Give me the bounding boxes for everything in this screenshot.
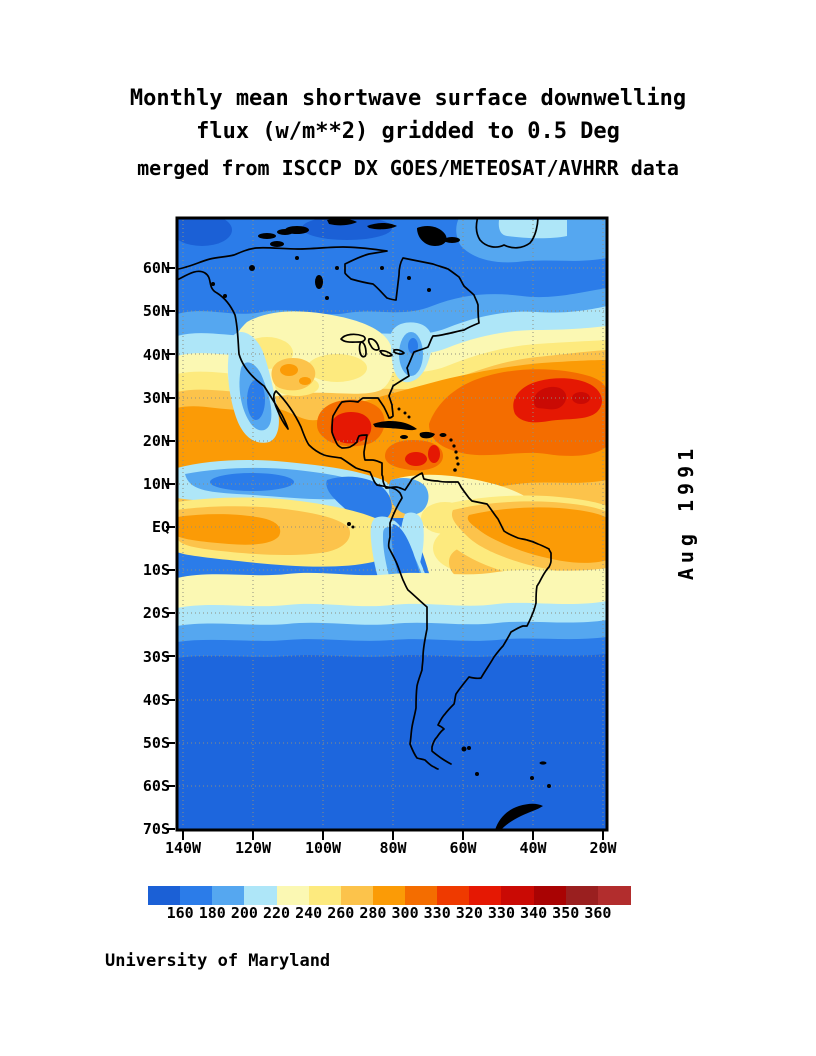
credit-label: University of Maryland <box>105 951 331 971</box>
colorbar-cell <box>597 886 631 905</box>
colorbar-cell <box>244 886 278 905</box>
lon-tick-label: 100W <box>304 839 342 857</box>
coastlines <box>177 218 552 770</box>
map-plot <box>166 216 609 840</box>
colorbar-cell <box>148 886 181 905</box>
colorbar-tick-label: 320 <box>455 904 483 922</box>
lat-tick-label: 60S <box>142 777 170 795</box>
graticule <box>179 220 605 828</box>
colorbar-tick-label: 160 <box>166 904 194 922</box>
lon-tick-label: 20W <box>589 839 617 857</box>
map-art <box>177 218 607 830</box>
lon-ticks <box>182 831 604 840</box>
lat-tick-label: 70S <box>142 820 170 839</box>
lat-tick-label: 30N <box>142 388 170 407</box>
colorbar-cell <box>469 886 503 905</box>
lat-tick-label: 10N <box>142 474 170 493</box>
lon-tick-label: 40W <box>519 839 547 857</box>
colorbar-tick-label: 360 <box>584 904 612 922</box>
lat-tick-label: 50N <box>142 302 170 321</box>
colorbar-tick-label: 280 <box>359 904 387 922</box>
colorbar-tick-label: 350 <box>552 904 580 922</box>
lon-tick-label: 80W <box>379 839 407 857</box>
colorbar-cell <box>212 886 246 905</box>
colorbar-cell <box>533 886 567 905</box>
colorbar-tick-label: 240 <box>295 904 323 922</box>
lat-tick-label: 40S <box>142 690 170 709</box>
colorbar-tick-label: 220 <box>262 904 291 922</box>
colorbar-cell <box>501 886 535 905</box>
date-label: Aug 1991 <box>674 443 698 581</box>
lon-tick-label: 60W <box>449 839 477 857</box>
lat-tick-label: 50S <box>142 733 170 752</box>
title-line-3: merged from ISCCP DX GOES/METEOSAT/AVHRR… <box>137 156 679 180</box>
colorbar-cell <box>340 886 374 905</box>
title-line-1: Monthly mean shortwave surface downwelli… <box>129 86 687 111</box>
colorbar <box>148 886 631 905</box>
colorbar-tick-label: 340 <box>520 904 548 922</box>
title-line-2: flux (w/m**2) gridded to 0.5 Deg <box>196 119 620 144</box>
colorbar-cell <box>276 886 310 905</box>
lon-tick-label: 120W <box>234 839 272 857</box>
colorbar-tick-label: 180 <box>198 904 226 922</box>
colorbar-cell <box>372 886 406 905</box>
colorbar-tick-label: 200 <box>230 904 258 922</box>
colorbar-cell <box>565 886 599 905</box>
islands <box>211 218 551 830</box>
lat-tick-label: 40N <box>142 345 170 364</box>
lon-tick-label: 140W <box>164 839 202 857</box>
colorbar-cell <box>180 886 213 905</box>
lat-ticks <box>166 267 175 830</box>
lat-tick-label: 20N <box>142 431 170 450</box>
map-frame <box>166 216 609 840</box>
colorbar-cell <box>405 886 438 905</box>
colorbar-cell <box>308 886 342 905</box>
lat-tick-label: 60N <box>142 259 170 278</box>
lat-tick-label: 20S <box>142 604 170 623</box>
colorbar-tick-label: 300 <box>391 904 419 922</box>
lat-tick-label: EQ <box>151 518 170 537</box>
colorbar-tick-label: 330 <box>487 904 515 922</box>
colorbar-cell <box>437 886 471 905</box>
lat-tick-label: 30S <box>142 647 170 666</box>
colorbar-tick-label: 260 <box>327 904 355 922</box>
lat-tick-label: 10S <box>142 561 170 580</box>
colorbar-tick-label: 330 <box>423 904 451 922</box>
